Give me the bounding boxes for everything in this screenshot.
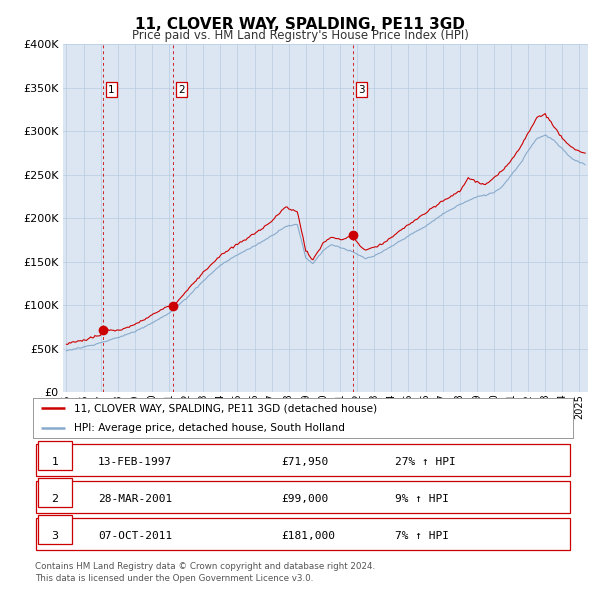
Text: HPI: Average price, detached house, South Holland: HPI: Average price, detached house, Sout… [74, 423, 344, 432]
Text: 13-FEB-1997: 13-FEB-1997 [98, 457, 172, 467]
Text: 11, CLOVER WAY, SPALDING, PE11 3GD (detached house): 11, CLOVER WAY, SPALDING, PE11 3GD (deta… [74, 404, 377, 414]
Text: 07-OCT-2011: 07-OCT-2011 [98, 531, 172, 541]
Text: 9% ↑ HPI: 9% ↑ HPI [395, 494, 449, 504]
FancyBboxPatch shape [38, 516, 72, 543]
Text: 2: 2 [178, 84, 185, 94]
FancyBboxPatch shape [38, 441, 72, 470]
Text: 7% ↑ HPI: 7% ↑ HPI [395, 531, 449, 541]
Text: 2: 2 [52, 494, 59, 504]
Text: Contains HM Land Registry data © Crown copyright and database right 2024.
This d: Contains HM Land Registry data © Crown c… [35, 562, 375, 583]
Text: £181,000: £181,000 [281, 531, 335, 541]
FancyBboxPatch shape [36, 444, 570, 476]
FancyBboxPatch shape [38, 478, 72, 507]
Text: £99,000: £99,000 [281, 494, 329, 504]
Text: 3: 3 [358, 84, 365, 94]
Text: £71,950: £71,950 [281, 457, 329, 467]
Text: 1: 1 [108, 84, 115, 94]
FancyBboxPatch shape [36, 481, 570, 513]
Text: 3: 3 [52, 531, 59, 541]
Text: 27% ↑ HPI: 27% ↑ HPI [395, 457, 455, 467]
Text: 11, CLOVER WAY, SPALDING, PE11 3GD: 11, CLOVER WAY, SPALDING, PE11 3GD [135, 17, 465, 31]
FancyBboxPatch shape [36, 517, 570, 550]
Text: Price paid vs. HM Land Registry's House Price Index (HPI): Price paid vs. HM Land Registry's House … [131, 30, 469, 42]
Text: 28-MAR-2001: 28-MAR-2001 [98, 494, 172, 504]
Text: 1: 1 [52, 457, 59, 467]
